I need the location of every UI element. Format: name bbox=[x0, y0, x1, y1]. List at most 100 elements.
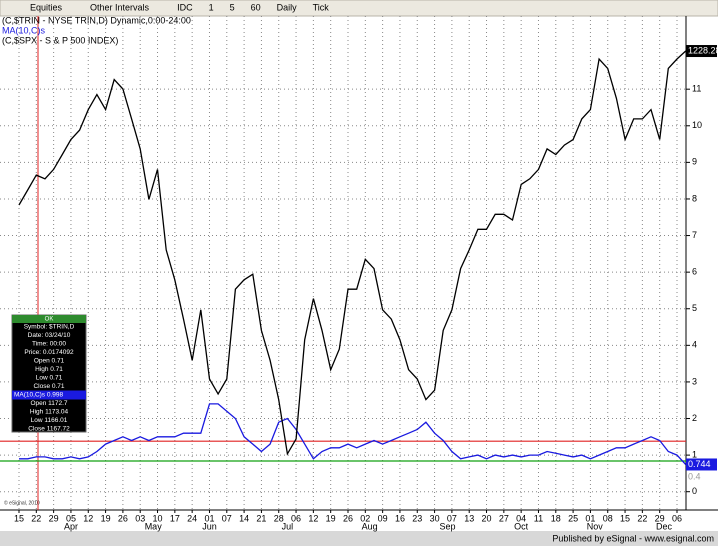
x-tick-label: 30 bbox=[430, 513, 440, 523]
x-tick-label: 25 bbox=[568, 513, 578, 523]
x-tick-label: 11 bbox=[534, 513, 543, 523]
y-tick-label: 10 bbox=[692, 120, 702, 130]
y-tick-label: 4 bbox=[692, 340, 697, 350]
series-line bbox=[18, 50, 687, 456]
data-window-row: Close 1167.72 bbox=[28, 426, 70, 433]
x-tick-label: 16 bbox=[395, 513, 405, 523]
legend-entry: (C,$SPX - S & P 500 INDEX) bbox=[2, 35, 118, 45]
x-tick-label: 19 bbox=[101, 513, 111, 523]
series-line bbox=[19, 403, 687, 465]
month-label: Oct bbox=[514, 521, 529, 531]
y-tick-label: 9 bbox=[692, 157, 697, 167]
toolbar-item[interactable]: Tick bbox=[313, 2, 330, 12]
toolbar-item[interactable]: Other Intervals bbox=[90, 2, 150, 12]
x-tick-label: 03 bbox=[135, 513, 145, 523]
x-tick-label: 01 bbox=[585, 513, 595, 523]
y-marker-label: 0.4 bbox=[688, 471, 701, 481]
data-window-row: High 1173.04 bbox=[30, 409, 69, 416]
y-tick-label: 6 bbox=[692, 267, 697, 277]
y-tick-label: 2 bbox=[692, 413, 697, 423]
x-tick-label: 06 bbox=[291, 513, 301, 523]
x-tick-label: 21 bbox=[256, 513, 266, 523]
x-tick-label: 15 bbox=[620, 513, 630, 523]
y-tick-label: 8 bbox=[692, 193, 697, 203]
last-value-label: 1228.28 bbox=[688, 45, 718, 55]
x-tick-label: 08 bbox=[603, 513, 613, 523]
footer-bar bbox=[0, 531, 718, 546]
x-tick-label: 24 bbox=[187, 513, 197, 523]
toolbar-item[interactable]: 5 bbox=[230, 2, 235, 12]
last-value-label: 0.744 bbox=[688, 459, 711, 469]
month-label: Aug bbox=[362, 521, 378, 531]
toolbar-item[interactable]: Daily bbox=[277, 2, 298, 12]
x-tick-label: 18 bbox=[551, 513, 561, 523]
toolbar bbox=[0, 0, 718, 17]
x-tick-label: 19 bbox=[326, 513, 336, 523]
month-label: Jul bbox=[282, 521, 294, 531]
data-window-row: Low 1166.01 bbox=[31, 417, 68, 424]
month-label: Sep bbox=[440, 521, 456, 531]
y-tick-label: 1 bbox=[692, 449, 697, 459]
x-tick-label: 04 bbox=[516, 513, 526, 523]
x-tick-label: 12 bbox=[83, 513, 93, 523]
x-tick-label: 28 bbox=[274, 513, 284, 523]
data-window-row: MA(10,C)s 0.998 bbox=[14, 392, 64, 399]
data-window-row: Close 0.71 bbox=[33, 383, 64, 390]
y-tick-label: 7 bbox=[692, 230, 697, 240]
x-tick-label: 02 bbox=[360, 513, 370, 523]
x-tick-label: 13 bbox=[464, 513, 474, 523]
data-window-row: Price: 0.0174092 bbox=[24, 349, 74, 356]
toolbar-item[interactable]: IDC bbox=[177, 2, 193, 12]
data-window-ma-row bbox=[12, 390, 86, 400]
month-label: Jun bbox=[202, 521, 217, 531]
x-tick-label: 29 bbox=[49, 513, 59, 523]
x-tick-label: 22 bbox=[637, 513, 647, 523]
y-tick-label: 3 bbox=[692, 376, 697, 386]
x-tick-label: 20 bbox=[482, 513, 492, 523]
month-label: Apr bbox=[64, 521, 78, 531]
data-window-row: Date: 03/24/10 bbox=[28, 332, 71, 339]
toolbar-item[interactable]: 60 bbox=[251, 2, 261, 12]
data-window-header bbox=[12, 315, 86, 323]
y-tick-label: 5 bbox=[692, 303, 697, 313]
x-tick-label: 07 bbox=[447, 513, 457, 523]
x-tick-label: 15 bbox=[14, 513, 24, 523]
data-window-row: Low 0.71 bbox=[36, 375, 63, 382]
x-tick-label: 27 bbox=[499, 513, 509, 523]
x-tick-label: 10 bbox=[153, 513, 163, 523]
y-tick-label: 11 bbox=[692, 84, 701, 94]
data-window-header-text: OK bbox=[45, 317, 54, 323]
x-tick-label: 14 bbox=[239, 513, 249, 523]
data-window-row: Time: 00:00 bbox=[32, 341, 66, 348]
x-tick-label: 12 bbox=[308, 513, 318, 523]
x-tick-label: 26 bbox=[343, 513, 353, 523]
x-tick-label: 23 bbox=[412, 513, 422, 523]
x-tick-label: 17 bbox=[170, 513, 180, 523]
data-window-row: Open 1172.7 bbox=[30, 400, 67, 407]
month-label: Nov bbox=[587, 521, 604, 531]
month-label: May bbox=[145, 521, 163, 531]
x-tick-label: 09 bbox=[378, 513, 388, 523]
data-window bbox=[11, 314, 87, 433]
x-tick-label: 22 bbox=[31, 513, 41, 523]
copyright: © eSignal, 2010 bbox=[4, 499, 40, 506]
x-tick-label: 05 bbox=[66, 513, 76, 523]
month-label: Dec bbox=[656, 521, 673, 531]
data-window-row: High 0.71 bbox=[35, 366, 63, 373]
x-tick-label: 26 bbox=[118, 513, 128, 523]
chart-title: (C,$TRIN - NYSE TRIN,D) Dynamic,0:00-24:… bbox=[2, 15, 191, 25]
legend-entry: MA(10,C)s bbox=[2, 25, 46, 35]
y-tick-label: 0 bbox=[692, 486, 697, 496]
data-window-row: Open 0.71 bbox=[34, 358, 65, 365]
x-tick-label: 29 bbox=[655, 513, 665, 523]
footer-text: Published by eSignal - www.esignal.com bbox=[552, 533, 714, 543]
data-window-row: Symbol: $TRIN,D bbox=[24, 324, 75, 331]
x-tick-label: 06 bbox=[672, 513, 682, 523]
x-tick-label: 01 bbox=[204, 513, 214, 523]
last-value-box bbox=[686, 458, 717, 471]
toolbar-item[interactable]: 1 bbox=[209, 2, 214, 12]
toolbar-item[interactable]: Equities bbox=[30, 2, 63, 12]
x-tick-label: 07 bbox=[222, 513, 232, 523]
